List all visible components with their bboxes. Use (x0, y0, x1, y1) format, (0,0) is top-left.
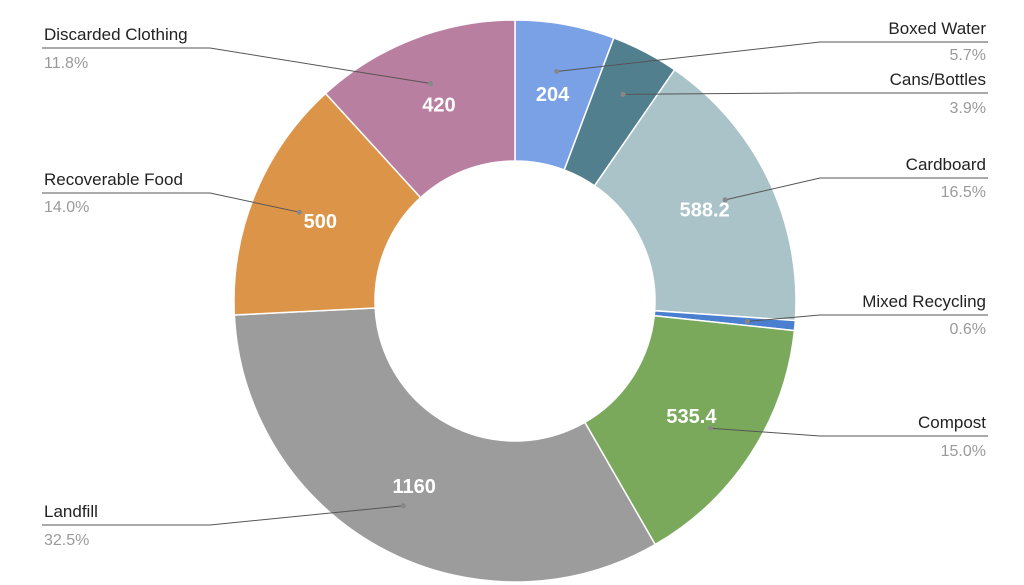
slice-percent-discarded-clothing: 11.8% (44, 55, 88, 72)
leader-line-cardboard (725, 177, 988, 201)
slice-percent-landfill: 32.5% (44, 532, 89, 549)
slice-percent-boxed-water: 5.7% (950, 47, 986, 64)
value-label-boxed-water: 204 (536, 84, 570, 106)
leader-dot-landfill (400, 503, 406, 509)
slice-recoverable-food (233, 92, 422, 316)
leader-dot-compost (707, 425, 713, 431)
leader-line-discarded-clothing (42, 47, 431, 85)
leader-dot-recoverable-food (296, 209, 302, 215)
slice-name-cans-bottles: Cans/Bottles (890, 70, 986, 89)
leader-line-landfill (42, 505, 404, 526)
value-label-compost: 535.4 (666, 406, 717, 428)
slice-compost (583, 314, 796, 546)
slice-name-cardboard: Cardboard (906, 155, 986, 174)
value-label-recoverable-food: 500 (304, 211, 337, 233)
leader-dot-mixed-recycling (744, 318, 750, 324)
slice-name-boxed-water: Boxed Water (888, 19, 986, 38)
leader-line-mixed-recycling (747, 314, 988, 322)
donut-slices (233, 19, 797, 583)
slice-value-labels: 204 588.2 535.4 1160 500 420 (304, 84, 730, 498)
slice-name-mixed-recycling: Mixed Recycling (862, 292, 986, 311)
slice-name-compost: Compost (918, 413, 986, 432)
leader-dot-cardboard (722, 197, 728, 203)
leader-dot-cans-bottles (620, 91, 626, 97)
slice-percent-cans-bottles: 3.9% (950, 100, 986, 117)
slice-name-landfill: Landfill (44, 502, 98, 521)
slice-labels: Boxed Water 5.7% Cans/Bottles 3.9% Cardboard… (44, 19, 986, 549)
slice-percent-compost: 15.0% (941, 443, 986, 460)
leader-line-boxed-water (556, 41, 988, 73)
slice-landfill (233, 307, 657, 583)
slice-name-recoverable-food: Recoverable Food (44, 170, 183, 189)
slice-cardboard (593, 68, 797, 322)
leader-lines (42, 41, 988, 526)
leader-dot-discarded-clothing (428, 81, 434, 87)
value-label-cardboard: 588.2 (680, 200, 730, 222)
leader-dot-boxed-water (554, 69, 560, 75)
value-label-landfill: 1160 (393, 476, 436, 498)
slice-percent-recoverable-food: 14.0% (44, 199, 89, 216)
slice-discarded-clothing (324, 19, 516, 199)
slice-percent-mixed-recycling: 0.6% (950, 321, 986, 338)
leader-line-cans-bottles (623, 92, 988, 95)
slice-percent-cardboard: 16.5% (941, 184, 986, 201)
leader-line-recoverable-food (42, 192, 300, 213)
slice-name-discarded-clothing: Discarded Clothing (44, 25, 188, 44)
leader-line-compost (710, 427, 988, 437)
value-label-discarded-clothing: 420 (422, 95, 455, 117)
